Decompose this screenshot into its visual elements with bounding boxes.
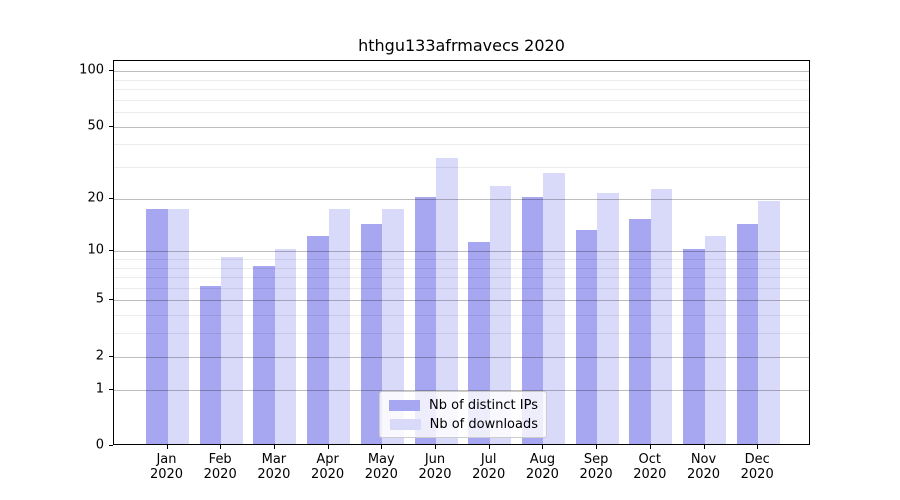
y-axis-label-2: 2 bbox=[95, 348, 104, 364]
minor-gridline-70 bbox=[114, 99, 809, 101]
legend-swatch-downloads bbox=[389, 418, 421, 430]
bar-ips-aug bbox=[521, 196, 544, 444]
x-axis-label-jul: Jul 2020 bbox=[472, 452, 506, 482]
x-axis-tick-nov bbox=[703, 445, 705, 449]
legend-entry-distinct-ips: Nb of distinct IPs bbox=[386, 398, 538, 413]
bar-downloads-may bbox=[382, 209, 404, 444]
major-gridline-50 bbox=[114, 126, 809, 128]
major-gridline-20 bbox=[114, 198, 809, 200]
major-gridline-10 bbox=[114, 251, 809, 253]
minor-gridline-60 bbox=[114, 112, 809, 114]
y-axis-tick-50 bbox=[109, 125, 113, 127]
x-axis-label-jan: Jan 2020 bbox=[149, 452, 184, 482]
x-axis-label-oct: Oct 2020 bbox=[633, 452, 667, 482]
x-axis-tick-dec bbox=[757, 445, 759, 449]
x-axis-label-aug: Aug 2020 bbox=[525, 452, 559, 482]
x-axis-label-apr: Apr 2020 bbox=[311, 452, 345, 482]
x-axis-label-mar: Mar 2020 bbox=[257, 452, 291, 482]
bar-downloads-oct bbox=[650, 189, 673, 444]
bar-ips-jun bbox=[414, 196, 436, 444]
y-axis-tick-100 bbox=[109, 70, 113, 72]
y-axis-label-1: 1 bbox=[95, 381, 104, 397]
bar-ips-mar bbox=[253, 265, 275, 444]
major-gridline-2 bbox=[114, 356, 809, 358]
y-axis-tick-5 bbox=[109, 299, 113, 301]
y-axis-tick-20 bbox=[109, 197, 113, 199]
chart-title: hthgu133afrmavecs 2020 bbox=[358, 36, 565, 55]
x-axis-label-feb: Feb 2020 bbox=[203, 452, 237, 482]
bar-downloads-nov bbox=[704, 235, 726, 444]
bar-ips-may bbox=[360, 224, 383, 444]
y-axis-label-50: 50 bbox=[87, 118, 104, 134]
major-gridline-100 bbox=[114, 71, 809, 73]
bar-downloads-sep bbox=[597, 192, 619, 444]
y-axis-tick-10 bbox=[109, 250, 113, 252]
y-axis-tick-1 bbox=[109, 388, 113, 390]
bar-downloads-jun bbox=[436, 157, 458, 444]
bar-ips-apr bbox=[307, 235, 329, 444]
minor-gridline-7 bbox=[114, 277, 809, 279]
plot-area bbox=[113, 60, 810, 445]
x-axis-tick-jul bbox=[488, 445, 490, 449]
x-axis-tick-feb bbox=[220, 445, 222, 449]
y-axis-tick-2 bbox=[109, 355, 113, 357]
y-axis-tick-0 bbox=[109, 445, 113, 446]
minor-gridline-40 bbox=[114, 144, 809, 146]
bar-downloads-mar bbox=[274, 249, 297, 444]
minor-gridline-9 bbox=[114, 259, 809, 260]
x-axis-label-jun: Jun 2020 bbox=[418, 452, 452, 482]
y-axis-label-100: 100 bbox=[79, 62, 104, 78]
x-axis-label-dec: Dec 2020 bbox=[740, 452, 774, 482]
bar-downloads-jan bbox=[167, 209, 189, 444]
x-axis-tick-jan bbox=[166, 445, 168, 449]
bar-downloads-jul bbox=[489, 185, 512, 444]
minor-gridline-6 bbox=[114, 287, 809, 289]
bar-downloads-dec bbox=[758, 200, 780, 444]
bar-downloads-aug bbox=[543, 173, 565, 444]
x-axis-tick-sep bbox=[596, 445, 598, 449]
legend: Nb of distinct IPs Nb of downloads bbox=[379, 391, 547, 438]
x-axis-tick-jun bbox=[435, 445, 436, 449]
x-axis-label-may: May 2020 bbox=[364, 452, 398, 482]
minor-gridline-90 bbox=[114, 79, 809, 81]
legend-entry-downloads: Nb of downloads bbox=[386, 417, 538, 432]
x-axis-label-sep: Sep 2020 bbox=[579, 452, 613, 482]
y-axis-label-0: 0 bbox=[95, 437, 104, 453]
x-axis-label-nov: Nov 2020 bbox=[686, 452, 721, 482]
y-axis-label-10: 10 bbox=[87, 242, 104, 258]
bar-ips-jan bbox=[146, 209, 168, 444]
y-axis-label-20: 20 bbox=[87, 190, 104, 206]
y-axis-label-5: 5 bbox=[95, 291, 104, 307]
minor-gridline-3 bbox=[114, 333, 809, 335]
legend-label-downloads: Nb of downloads bbox=[429, 416, 538, 432]
minor-gridline-4 bbox=[114, 315, 809, 317]
major-gridline-5 bbox=[114, 300, 809, 302]
x-axis-tick-aug bbox=[542, 445, 544, 449]
minor-gridline-80 bbox=[114, 89, 809, 91]
bar-ips-sep bbox=[575, 229, 598, 444]
minor-gridline-8 bbox=[114, 267, 809, 269]
x-axis-tick-mar bbox=[273, 445, 275, 449]
major-gridline-1 bbox=[114, 389, 809, 391]
x-axis-tick-may bbox=[381, 445, 383, 449]
x-axis-tick-oct bbox=[649, 445, 651, 449]
bar-downloads-apr bbox=[328, 209, 351, 444]
legend-label-distinct-ips: Nb of distinct IPs bbox=[429, 397, 538, 413]
bar-ips-nov bbox=[683, 249, 705, 444]
bar-downloads-feb bbox=[221, 257, 243, 444]
x-axis-tick-apr bbox=[327, 445, 329, 449]
minor-gridline-30 bbox=[114, 167, 809, 169]
bar-ips-dec bbox=[736, 224, 759, 444]
bar-ips-feb bbox=[199, 285, 222, 444]
legend-swatch-distinct-ips bbox=[389, 399, 421, 411]
bar-ips-oct bbox=[629, 218, 651, 444]
